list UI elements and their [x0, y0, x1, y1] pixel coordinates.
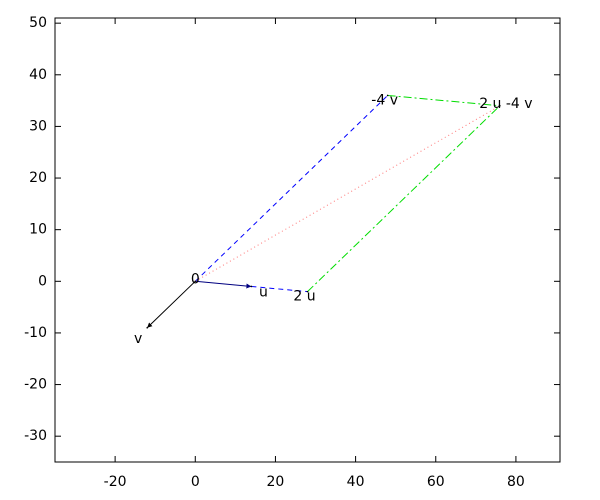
point — [386, 94, 389, 97]
y-tick-label: -20 — [24, 377, 47, 393]
x-tick-label: 20 — [267, 474, 285, 490]
plot-frame — [54, 17, 561, 463]
vector-segment — [195, 105, 501, 282]
x-tick-label: 80 — [507, 474, 525, 490]
point-label: 2 u — [293, 289, 315, 305]
vector-segment — [387, 94, 500, 107]
y-tick-label: 10 — [29, 222, 47, 238]
point-label: v — [134, 331, 142, 347]
point — [306, 290, 309, 293]
point-label: 0 — [191, 271, 200, 287]
x-tick-label: -20 — [104, 474, 127, 490]
vector-segment — [194, 95, 389, 282]
point-label: -4 v — [371, 92, 398, 108]
point-label: 2 u -4 v — [479, 96, 532, 112]
x-tick-label: 0 — [191, 474, 200, 490]
x-tick-label: 40 — [347, 474, 365, 490]
y-tick-label: -10 — [24, 325, 47, 341]
vector-segment — [307, 105, 501, 292]
vector-segment — [251, 285, 308, 293]
point — [194, 280, 197, 283]
y-tick-label: 0 — [38, 273, 47, 289]
vector-segment — [146, 280, 196, 329]
point-label: u — [259, 284, 268, 300]
y-tick-label: 20 — [29, 170, 47, 186]
y-tick-label: 50 — [29, 15, 47, 31]
point — [499, 104, 501, 107]
point — [146, 326, 148, 329]
y-tick-label: 30 — [29, 118, 47, 134]
y-tick-label: 40 — [29, 67, 47, 83]
x-tick-label: 60 — [427, 474, 445, 490]
vector-segment — [195, 280, 252, 289]
y-tick-label: -30 — [24, 428, 47, 444]
point — [250, 285, 253, 288]
